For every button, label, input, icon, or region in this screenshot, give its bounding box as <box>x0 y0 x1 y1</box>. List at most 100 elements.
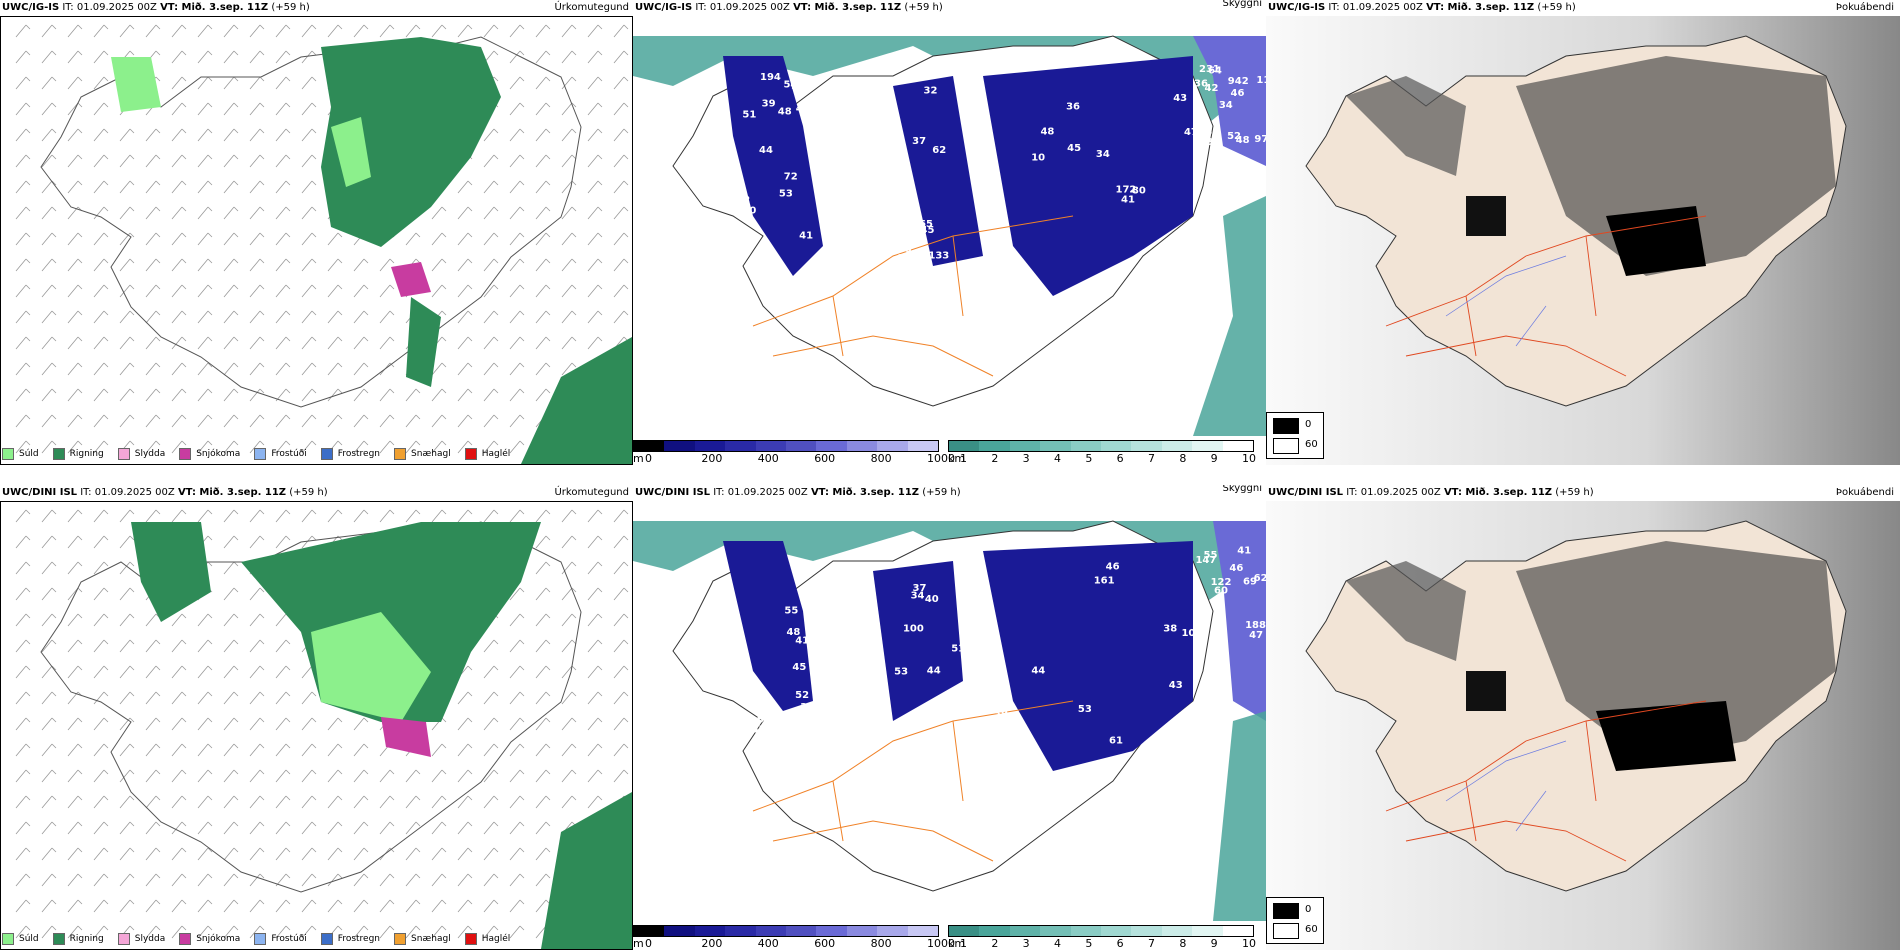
wind-barb <box>509 925 525 939</box>
colorbar-tick: 800 <box>870 452 892 465</box>
visibility-value: 60 <box>1214 586 1228 597</box>
wind-barb <box>327 258 343 272</box>
wind-barb <box>197 509 213 523</box>
wind-barb <box>41 587 57 601</box>
valid-time: VT: Mið. 3.sep. 11Z <box>793 2 902 13</box>
wind-barb <box>535 128 551 142</box>
wind-barb <box>41 180 57 194</box>
wind-barb <box>197 24 213 38</box>
wind-barb <box>275 24 291 38</box>
wind-barb <box>535 717 551 731</box>
legend-label: Súld <box>19 934 39 944</box>
wind-barb <box>275 847 291 861</box>
visibility-value: 147 <box>1195 555 1216 566</box>
legend-label: Rigning <box>69 449 104 459</box>
visibility-value: 37 <box>968 705 982 716</box>
colorbar-unit: m <box>633 452 644 465</box>
wind-barb <box>613 509 629 523</box>
visibility-value: 100 <box>903 624 924 635</box>
wind-barb <box>275 821 291 835</box>
wind-barb <box>223 50 239 64</box>
wind-barb <box>405 388 421 402</box>
wind-barb <box>379 769 395 783</box>
wind-barb <box>41 795 57 809</box>
wind-barb <box>457 691 473 705</box>
colorbar-tick: 9 <box>1210 937 1218 950</box>
wind-barb <box>535 336 551 350</box>
wind-barb <box>223 76 239 90</box>
wind-barb <box>171 76 187 90</box>
wind-barb <box>119 206 135 220</box>
precip-panel-ig-is: UWC/IG-IS IT: 01.09.2025 00Z VT: Mið. 3.… <box>0 0 633 465</box>
wind-barb <box>613 613 629 627</box>
wind-barb <box>249 232 265 246</box>
colorbar-tick: 5 <box>1085 937 1093 950</box>
init-time: IT: 01.09.2025 00Z <box>1328 2 1423 13</box>
wind-barb <box>561 310 577 324</box>
legend-item: Frostregn <box>320 933 380 945</box>
wind-barb <box>457 388 473 402</box>
wind-barb <box>15 639 31 653</box>
wind-barb <box>353 899 369 913</box>
wind-barb <box>301 899 317 913</box>
wind-barb <box>483 128 499 142</box>
wind-barb <box>509 76 525 90</box>
legend-item: Rigning <box>52 933 104 945</box>
wind-barb <box>15 769 31 783</box>
fog-map <box>1266 501 1900 950</box>
visibility-panel-dini-isl: UWC/DINI ISL IT: 01.09.2025 00Z VT: Mið.… <box>633 485 1266 950</box>
legend-label: Frostúði <box>271 934 307 944</box>
wind-barb <box>223 769 239 783</box>
wind-barb <box>171 613 187 627</box>
wind-barb <box>249 336 265 350</box>
wind-barb <box>41 76 57 90</box>
colorbar-tick: 3 <box>1022 937 1030 950</box>
wind-barb <box>171 388 187 402</box>
lead-time: (+59 h) <box>1555 487 1594 498</box>
wind-barb <box>431 362 447 376</box>
wind-barb <box>535 284 551 298</box>
wind-barb <box>301 206 317 220</box>
wind-barb <box>301 847 317 861</box>
wind-barb <box>171 847 187 861</box>
wind-barb <box>93 847 109 861</box>
wind-barb <box>197 769 213 783</box>
wind-barb <box>223 284 239 298</box>
wind-barb <box>535 847 551 861</box>
wind-barb <box>223 821 239 835</box>
legend-swatch <box>254 448 267 460</box>
wind-barb <box>41 769 57 783</box>
wind-barb <box>613 665 629 679</box>
wind-barb <box>41 639 57 653</box>
legend-item: Snæhagl <box>394 933 451 945</box>
colorbar-tick: 0 <box>645 452 652 465</box>
wind-barb <box>509 258 525 272</box>
wind-barb <box>15 587 31 601</box>
wind-barb <box>613 561 629 575</box>
wind-barb <box>301 769 317 783</box>
wind-barb <box>613 50 629 64</box>
wind-barb <box>197 102 213 116</box>
wind-barb <box>249 284 265 298</box>
fog-legend-min: 0 <box>1305 904 1312 915</box>
wind-barb <box>223 388 239 402</box>
wind-barb <box>483 310 499 324</box>
wind-barb <box>171 50 187 64</box>
wind-barb <box>93 717 109 731</box>
wind-barb <box>15 362 31 376</box>
wind-barb <box>483 258 499 272</box>
wind-barb <box>483 206 499 220</box>
visibility-value: 35 <box>800 702 814 713</box>
wind-barb <box>457 232 473 246</box>
wind-barb <box>613 154 629 168</box>
wind-barb <box>67 414 83 428</box>
wind-barb <box>561 102 577 116</box>
wind-barb <box>119 128 135 142</box>
wind-barb <box>197 821 213 835</box>
wind-barb <box>41 232 57 246</box>
valid-time: VT: Mið. 3.sep. 11Z <box>1443 487 1553 498</box>
wind-barb <box>41 821 57 835</box>
wind-barb <box>41 509 57 523</box>
wind-barb <box>41 206 57 220</box>
wind-barb <box>249 587 265 601</box>
